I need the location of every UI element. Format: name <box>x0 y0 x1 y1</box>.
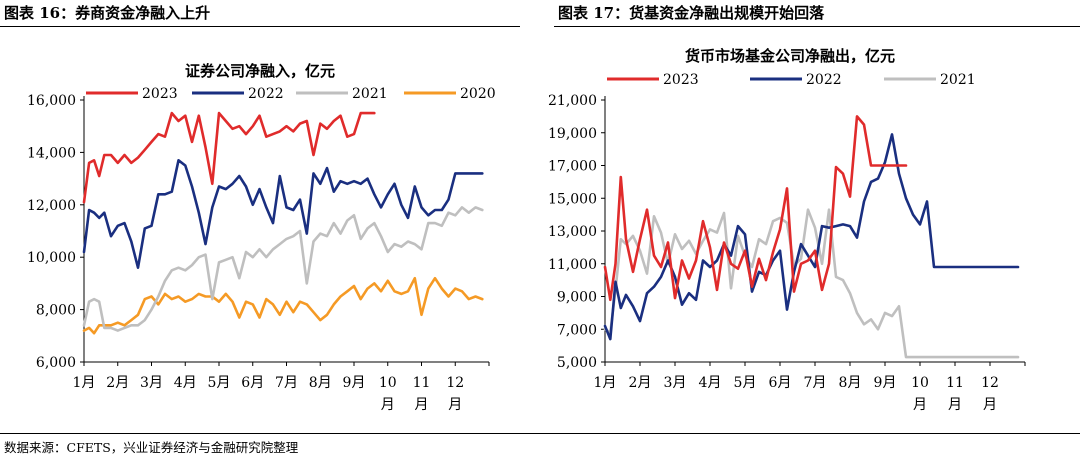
x-tick-label: 8月 <box>839 375 862 391</box>
series-line-2022 <box>82 159 484 270</box>
y-tick-label: 9,000 <box>557 290 597 306</box>
y-tick-label: 19,000 <box>548 126 597 142</box>
x-tick-label: 1月 <box>73 375 96 391</box>
source-divider <box>0 433 1080 434</box>
x-tick-label: 11 <box>946 375 964 391</box>
x-tick-label: 6月 <box>769 375 792 391</box>
chart-2: 货币市场基金公司净融出，亿元 5,000 7,000 9,000 11,000 13,00… <box>548 47 1026 413</box>
x-tick-label: 4月 <box>174 375 197 391</box>
x-tick-label: 5月 <box>208 375 231 391</box>
series-line-2022 <box>603 133 1020 341</box>
y-tick-label: 11,000 <box>548 257 597 273</box>
y-tick-label: 12,000 <box>27 198 76 214</box>
x-tick-label: 月 <box>415 397 429 413</box>
x-tick-label: 6月 <box>241 375 264 391</box>
x-tick-label: 8月 <box>309 375 332 391</box>
y-tick-label: 8,000 <box>36 303 76 319</box>
legend-label-2023: 2023 <box>142 86 178 102</box>
x-tick-label: 3月 <box>140 375 163 391</box>
y-tick-label: 5,000 <box>557 355 597 371</box>
y-tick-label: 15,000 <box>548 191 597 207</box>
x-tick-label: 月 <box>448 397 462 413</box>
y-tick-label: 13,000 <box>548 224 597 240</box>
y-tick-label: 17,000 <box>548 159 597 175</box>
x-tick-label: 7月 <box>804 375 827 391</box>
x-tick-label: 月 <box>983 397 997 413</box>
left-panel-header: 图表 16：券商资金净融入上升 <box>0 0 520 27</box>
series-line-2021 <box>603 208 1020 359</box>
y-tick-label: 21,000 <box>548 93 597 109</box>
right-panel-header: 图表 17：货基资金净融出规模开始回落 <box>554 0 1080 27</box>
x-tick-label: 9月 <box>874 375 897 391</box>
x-tick-label: 月 <box>913 397 927 413</box>
x-tick-label: 10 <box>379 375 397 391</box>
legend-label-2023: 2023 <box>663 72 699 88</box>
series-line-2021 <box>82 206 484 332</box>
y-tick-label: 16,000 <box>27 93 76 109</box>
y-tick-label: 7,000 <box>557 322 597 338</box>
legend-label-2021: 2021 <box>352 86 388 102</box>
x-tick-label: 12 <box>981 375 999 391</box>
x-tick-label: 9月 <box>343 375 366 391</box>
y-tick-label: 10,000 <box>27 250 76 266</box>
x-tick-label: 1月 <box>594 375 617 391</box>
legend-label-2021: 2021 <box>940 72 976 88</box>
x-tick-label: 2月 <box>629 375 652 391</box>
chart-title: 货币市场基金公司净融出，亿元 <box>685 47 895 65</box>
legend-label-2022: 2022 <box>248 86 284 102</box>
legend-label-2022: 2022 <box>806 72 842 88</box>
y-tick-label: 14,000 <box>27 145 76 161</box>
x-tick-label: 3月 <box>664 375 687 391</box>
x-tick-label: 2月 <box>106 375 129 391</box>
source-note: 数据来源：CFETS，兴业证券经济与金融研究院整理 <box>4 440 299 455</box>
x-tick-label: 12 <box>446 375 464 391</box>
series-line-2023 <box>603 115 908 302</box>
series-line-2020 <box>82 276 484 335</box>
x-tick-label: 11 <box>413 375 431 391</box>
x-tick-label: 4月 <box>699 375 722 391</box>
x-tick-label: 月 <box>381 397 395 413</box>
series-line-2023 <box>82 111 376 204</box>
chart-title: 证券公司净融入，亿元 <box>185 62 335 80</box>
x-tick-label: 7月 <box>275 375 298 391</box>
legend-label-2020: 2020 <box>460 86 496 102</box>
x-tick-label: 5月 <box>734 375 757 391</box>
x-tick-label: 10 <box>911 375 929 391</box>
y-tick-label: 6,000 <box>36 355 76 371</box>
x-tick-label: 月 <box>948 397 962 413</box>
chart-1: 证券公司净融入，亿元 6,000 8,000 10,000 12,000 14,000 16… <box>27 62 496 413</box>
